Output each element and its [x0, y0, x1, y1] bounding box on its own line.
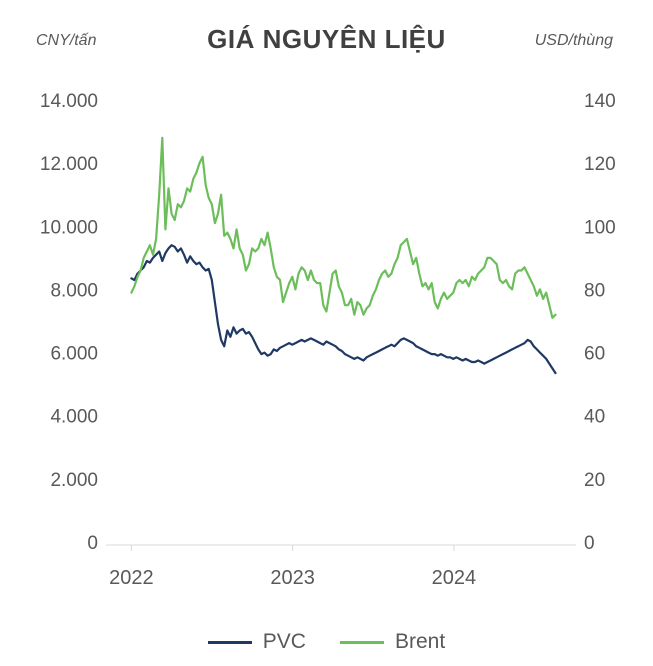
y-left-tick-label: 4.000: [50, 407, 98, 428]
brent-line-swatch: [339, 640, 384, 644]
y-left-tick-label: 8.000: [50, 280, 98, 301]
y-left-tick-label: 2.000: [50, 470, 98, 491]
y-left-tick-label: 6.000: [50, 344, 98, 365]
x-tick-label: 2023: [270, 567, 315, 589]
chart-title: GIÁ NGUYÊN LIỆU: [207, 24, 446, 54]
y-right-tick-label: 20: [584, 470, 605, 491]
series-line-pvc: [130, 244, 557, 375]
y-right-tick-label: 40: [584, 407, 605, 428]
pvc-line-swatch: [207, 640, 252, 644]
legend-label-brent: Brent: [394, 630, 446, 653]
legend-item-pvc: PVC: [207, 630, 306, 654]
y-right-tick-label: 60: [584, 344, 605, 365]
y-left-tick-label: 12.000: [40, 154, 98, 175]
x-tick-label: 2022: [109, 567, 154, 589]
right-axis-unit-label: USD/thùng: [534, 32, 613, 49]
legend-item-brent: Brent: [339, 630, 446, 654]
y-left-tick-label: 0: [87, 533, 98, 554]
legend: PVC Brent: [0, 630, 653, 654]
y-left-tick-label: 10.000: [40, 217, 98, 238]
y-right-tick-label: 0: [584, 533, 595, 554]
y-right-tick-label: 80: [584, 280, 605, 301]
legend-label-pvc: PVC: [262, 630, 306, 653]
left-axis-unit-label: CNY/tấn: [36, 32, 97, 49]
y-right-tick-label: 140: [584, 91, 616, 112]
y-right-tick-label: 120: [584, 154, 616, 175]
y-right-tick-label: 100: [584, 217, 616, 238]
y-left-tick-label: 14.000: [40, 91, 98, 112]
x-tick-label: 2024: [432, 567, 477, 589]
series-line-brent: [130, 136, 557, 319]
